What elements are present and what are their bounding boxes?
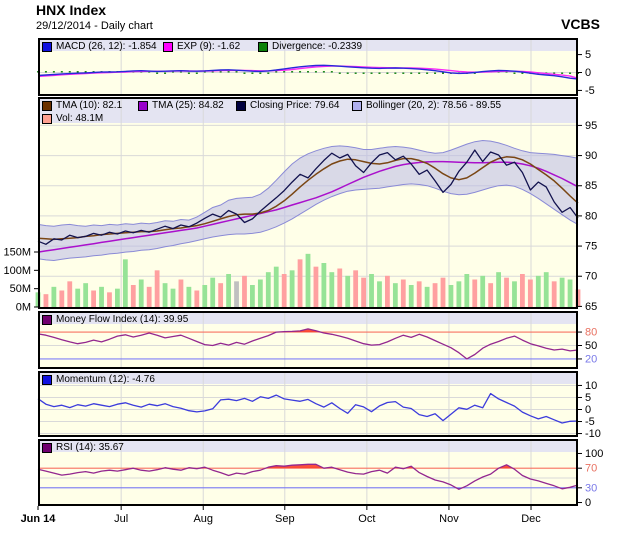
svg-text:65: 65 xyxy=(585,301,597,313)
x-axis-label: Nov xyxy=(439,513,459,525)
x-axis: Jun 14 Jul Aug Sep Oct Nov Dec xyxy=(21,506,541,525)
svg-text:80: 80 xyxy=(585,210,597,222)
legend-tma25-label: TMA (25): 84.82 xyxy=(152,100,224,111)
svg-text:0M: 0M xyxy=(16,302,31,314)
mfi-swatch-icon xyxy=(42,314,52,325)
volume-swatch-icon xyxy=(42,113,52,124)
svg-text:50M: 50M xyxy=(10,283,31,295)
svg-text:75: 75 xyxy=(585,241,597,253)
x-axis-label: Dec xyxy=(521,513,541,525)
bollinger-swatch-icon xyxy=(352,100,362,111)
svg-text:50: 50 xyxy=(585,340,597,352)
legend-exp: EXP (9): -1.62 xyxy=(163,40,240,53)
legend-divergence-label: Divergence: -0.2339 xyxy=(272,41,363,52)
divergence-swatch-icon xyxy=(258,41,268,52)
legend-tma10-label: TMA (10): 82.1 xyxy=(56,100,123,111)
svg-text:30: 30 xyxy=(585,482,597,494)
legend-tma25: TMA (25): 84.82 xyxy=(138,99,224,112)
svg-text:-10: -10 xyxy=(585,428,601,440)
macd-swatch-icon xyxy=(42,41,52,52)
main-panel-chart: 150M 100M 50M 0M 95 90 85 80 75 70 65 xyxy=(3,97,597,314)
brand-logo: VCBS xyxy=(561,16,600,32)
legend-mfi-label: Money Flow Index (14): 39.95 xyxy=(56,314,189,325)
legend-mfi: Money Flow Index (14): 39.95 xyxy=(42,313,188,326)
macd-panel-chart: 5 0 -5 xyxy=(37,38,595,97)
svg-text:5: 5 xyxy=(585,392,591,404)
rsi-panel-chart: 100 70 30 0 xyxy=(37,439,603,509)
svg-text:100M: 100M xyxy=(3,265,31,277)
svg-text:85: 85 xyxy=(585,180,597,192)
svg-text:-5: -5 xyxy=(585,85,595,97)
legend-momentum: Momentum (12): -4.76 xyxy=(42,373,155,386)
chart-subtitle: 29/12/2014 - Daily chart xyxy=(36,20,153,32)
legend-divergence: Divergence: -0.2339 xyxy=(258,40,362,53)
closing-price-swatch-icon xyxy=(236,100,246,111)
svg-text:70: 70 xyxy=(585,463,597,475)
x-axis-label: Oct xyxy=(358,513,375,525)
svg-text:95: 95 xyxy=(585,120,597,132)
legend-exp-label: EXP (9): -1.62 xyxy=(177,41,241,52)
exp-swatch-icon xyxy=(163,41,173,52)
tma25-swatch-icon xyxy=(138,100,148,111)
legend-closing-price: Closing Price: 79.64 xyxy=(236,99,340,112)
x-axis-label: Jul xyxy=(114,513,128,525)
x-axis-label: Sep xyxy=(275,513,295,525)
legend-tma10: TMA (10): 82.1 xyxy=(42,99,122,112)
svg-text:100: 100 xyxy=(585,448,603,460)
legend-bollinger-label: Bollinger (20, 2): 78.56 - 89.55 xyxy=(366,100,502,111)
legend-rsi-label: RSI (14): 35.67 xyxy=(56,442,124,453)
legend-closing-price-label: Closing Price: 79.64 xyxy=(250,100,340,111)
svg-text:-5: -5 xyxy=(585,416,595,428)
svg-text:10: 10 xyxy=(585,380,597,392)
svg-text:20: 20 xyxy=(585,353,597,365)
svg-text:5: 5 xyxy=(585,49,591,61)
x-axis-label: Jun 14 xyxy=(21,513,57,525)
legend-volume-label: Vol: 48.1M xyxy=(56,113,104,124)
svg-text:0: 0 xyxy=(585,497,591,509)
svg-text:0: 0 xyxy=(585,404,591,416)
svg-text:0: 0 xyxy=(585,67,591,79)
svg-text:90: 90 xyxy=(585,150,597,162)
svg-text:150M: 150M xyxy=(3,247,31,259)
legend-macd-label: MACD (26, 12): -1.854 xyxy=(56,41,157,52)
tma10-swatch-icon xyxy=(42,100,52,111)
page-title: HNX Index xyxy=(36,2,107,18)
rsi-swatch-icon xyxy=(42,442,52,453)
legend-bollinger: Bollinger (20, 2): 78.56 - 89.55 xyxy=(352,99,501,112)
legend-rsi: RSI (14): 35.67 xyxy=(42,441,124,454)
legend-volume: Vol: 48.1M xyxy=(42,112,103,125)
momentum-swatch-icon xyxy=(42,374,52,385)
x-axis-label: Aug xyxy=(193,513,213,525)
legend-macd: MACD (26, 12): -1.854 xyxy=(42,40,157,53)
svg-text:70: 70 xyxy=(585,271,597,283)
legend-momentum-label: Momentum (12): -4.76 xyxy=(56,374,155,385)
svg-text:80: 80 xyxy=(585,327,597,339)
